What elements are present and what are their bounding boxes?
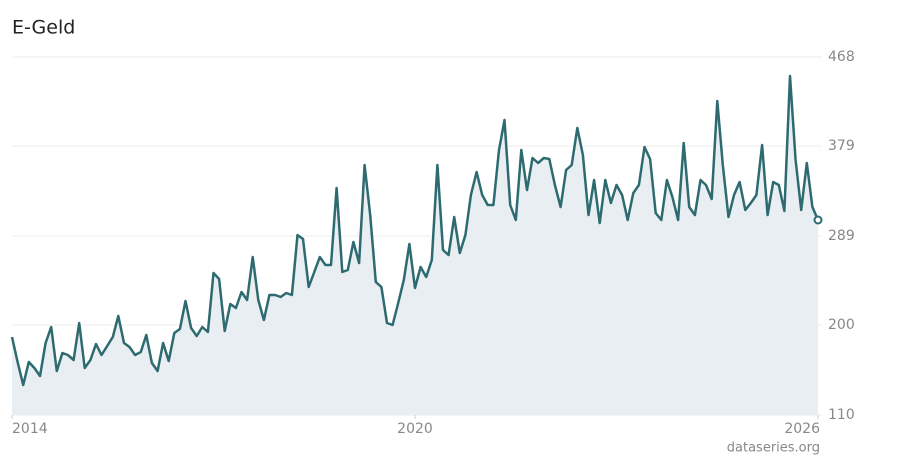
last-point	[813, 215, 823, 225]
y-tick-label: 379	[828, 138, 855, 154]
line	[10, 74, 820, 387]
y-tick-label: 468	[828, 49, 855, 65]
y-tick-label: 200	[828, 317, 855, 333]
source: dataseries.org	[727, 441, 820, 456]
x-tick-label: 2026	[784, 421, 820, 437]
x-tick-label: 2014	[12, 421, 48, 437]
chart-title: E-Geld	[12, 17, 75, 39]
x-tick-label: 2020	[397, 421, 433, 437]
y-tick-label: 289	[828, 228, 855, 244]
area	[12, 76, 818, 415]
y-tick-label: 110	[828, 407, 855, 423]
